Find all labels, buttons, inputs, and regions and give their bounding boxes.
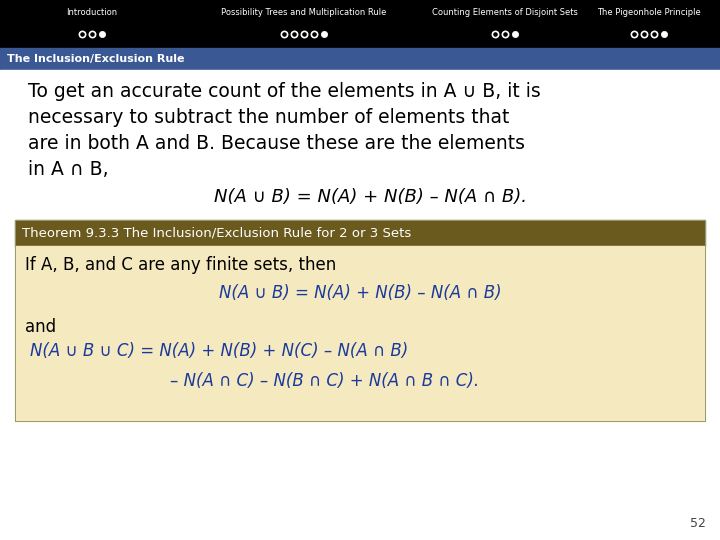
Bar (15, 246, 705, 421)
Text: Introduction: Introduction (66, 8, 117, 17)
Text: Counting Elements of Disjoint Sets: Counting Elements of Disjoint Sets (432, 8, 578, 17)
Text: N(A ∪ B ∪ C) = N(A) + N(B) + N(C) – N(A ∩ B): N(A ∪ B ∪ C) = N(A) + N(B) + N(C) – N(A … (30, 342, 408, 360)
Text: N(A ∪ B) = N(A) + N(B) – N(A ∩ B).: N(A ∪ B) = N(A) + N(B) – N(A ∩ B). (214, 188, 526, 206)
Text: If A, B, and C are any finite sets, then: If A, B, and C are any finite sets, then (25, 256, 336, 274)
Bar (0, 48, 720, 70)
Bar (0, 70, 720, 540)
Text: The Pigeonhole Principle: The Pigeonhole Principle (597, 8, 701, 17)
Text: in A ∩ B,: in A ∩ B, (28, 160, 109, 179)
Text: – N(A ∩ C) – N(B ∩ C) + N(A ∩ B ∩ C).: – N(A ∩ C) – N(B ∩ C) + N(A ∩ B ∩ C). (170, 372, 479, 390)
Text: To get an accurate count of the elements in A ∪ B, it is: To get an accurate count of the elements… (28, 82, 541, 101)
Text: The Inclusion/Exclusion Rule: The Inclusion/Exclusion Rule (7, 54, 184, 64)
Text: are in both A and B. Because these are the elements: are in both A and B. Because these are t… (28, 134, 525, 153)
Text: 52: 52 (690, 517, 706, 530)
Text: necessary to subtract the number of elements that: necessary to subtract the number of elem… (28, 108, 509, 127)
Text: Theorem 9.3.3 The Inclusion/Exclusion Rule for 2 or 3 Sets: Theorem 9.3.3 The Inclusion/Exclusion Ru… (22, 226, 411, 240)
Text: and: and (25, 318, 56, 336)
Text: Possibility Trees and Multiplication Rule: Possibility Trees and Multiplication Rul… (221, 8, 386, 17)
Bar (0, 0, 720, 48)
Text: N(A ∪ B) = N(A) + N(B) – N(A ∩ B): N(A ∪ B) = N(A) + N(B) – N(A ∩ B) (219, 284, 501, 302)
Bar (15, 220, 705, 246)
